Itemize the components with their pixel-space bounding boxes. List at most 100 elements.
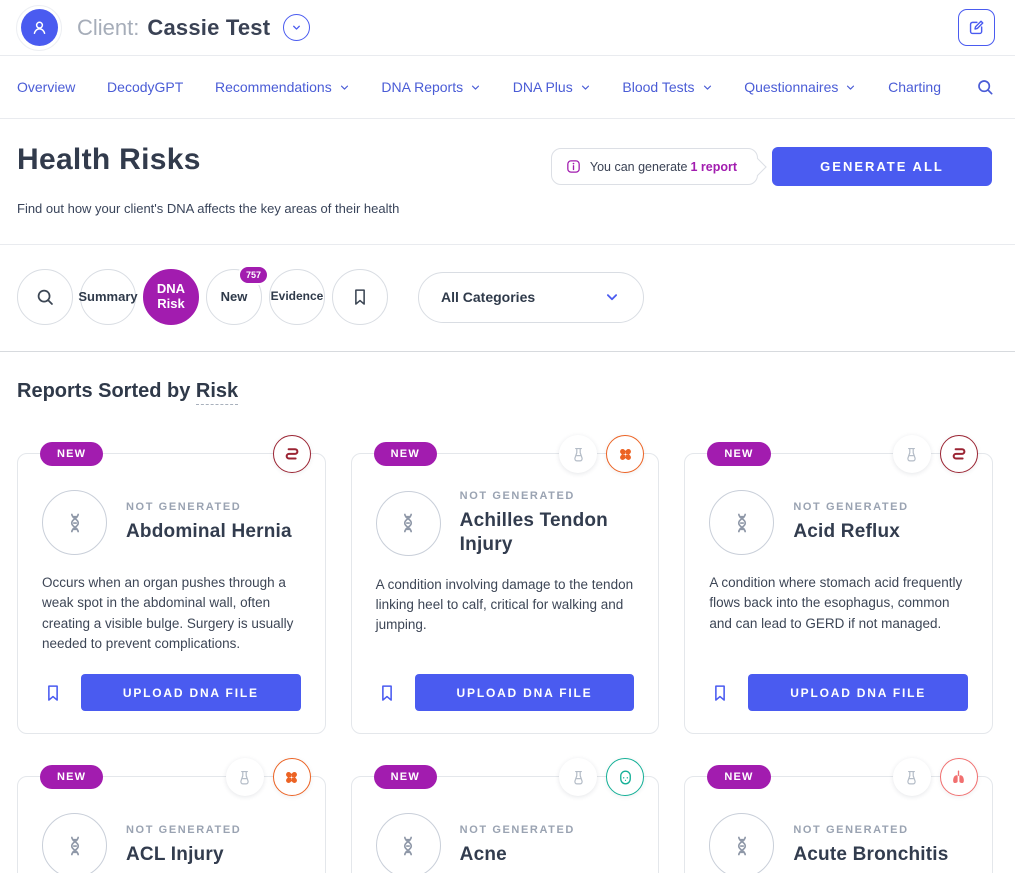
search-icon	[975, 77, 995, 97]
status-badge: NOT GENERATED	[126, 824, 242, 837]
reports-section: Reports Sorted by Risk NEW NOT GENERATED A…	[0, 352, 1015, 873]
search-icon	[34, 286, 56, 308]
card-corner-icons	[892, 435, 978, 473]
nav-item-label: Questionnaires	[744, 79, 839, 95]
main-nav: Overview DecodyGPT Recommendations DNA Repo…	[0, 56, 1015, 119]
generate-hint-text: You can generate 1 report	[589, 159, 737, 174]
dna-icon	[395, 510, 421, 536]
report-thumbnail	[375, 490, 441, 556]
testtube-badge[interactable]	[559, 758, 598, 796]
report-title: ACL Injury	[126, 844, 224, 866]
bookmark-icon	[349, 286, 371, 308]
status-badge: NOT GENERATED	[459, 490, 575, 502]
bookmark-button[interactable]	[376, 682, 398, 704]
nav-item-dna-plus[interactable]: DNA Plus	[513, 79, 591, 95]
nav-item-label: Overview	[17, 79, 76, 95]
category-dropdown[interactable]: All Categories	[418, 271, 644, 323]
card-corner-icons	[225, 758, 311, 796]
report-thumbnail	[42, 490, 107, 555]
nav-search-button[interactable]	[975, 77, 995, 97]
report-card-abdominal-hernia: NEW NOT GENERATED Abdominal Hernia Occurs w…	[17, 435, 326, 734]
testtube-badge[interactable]	[225, 758, 264, 796]
testtube-badge[interactable]	[892, 758, 931, 796]
filter-search-button[interactable]	[17, 269, 73, 325]
page-header: Health Risks Find out how your client's …	[0, 119, 1015, 245]
testtube-icon	[903, 446, 920, 463]
report-description: Occurs when an organ pushes through a we…	[42, 575, 294, 651]
upload-dna-file-button[interactable]: UPLOAD DNA FILE	[81, 674, 301, 711]
gut-icon	[283, 445, 301, 463]
filter-summary[interactable]: Summary	[78, 269, 138, 325]
bookmark-icon	[376, 682, 398, 704]
gut-icon	[950, 445, 968, 463]
report-card-achilles-tendon-injury: NEW NOT GENERATED Achilles Tendon Injury A …	[350, 435, 660, 734]
chevron-down-icon	[339, 82, 350, 93]
report-title: Achilles Tendon Injury	[459, 510, 608, 555]
testtube-badge[interactable]	[559, 435, 598, 473]
new-badge: NEW	[373, 765, 437, 789]
chevron-down-icon	[470, 82, 481, 93]
nav-item-label: DNA Plus	[512, 79, 573, 95]
nav-item-questionnaires[interactable]: Questionnaires	[744, 79, 856, 95]
edit-icon	[967, 18, 986, 37]
testtube-icon	[236, 769, 253, 786]
nav-item-overview[interactable]: Overview	[17, 79, 75, 95]
new-badge: NEW	[707, 765, 771, 789]
category-badge[interactable]	[272, 435, 311, 473]
dna-icon	[729, 833, 755, 859]
report-thumbnail	[709, 490, 775, 555]
nav-item-charting[interactable]: Charting	[888, 79, 941, 95]
bookmark-button[interactable]	[42, 682, 64, 704]
upload-dna-file-button[interactable]: UPLOAD DNA FILE	[414, 674, 635, 711]
chevron-down-icon	[580, 82, 591, 93]
testtube-icon	[570, 446, 587, 463]
status-badge: NOT GENERATED	[459, 824, 575, 837]
sort-by-value[interactable]: Risk	[195, 380, 239, 405]
nav-item-dna-reports[interactable]: DNA Reports	[381, 79, 481, 95]
nav-item-decodygpt[interactable]: DecodyGPT	[107, 79, 183, 95]
testtube-icon	[570, 769, 587, 786]
report-thumbnail	[709, 813, 775, 873]
dna-icon	[395, 833, 421, 859]
upload-dna-file-button[interactable]: UPLOAD DNA FILE	[748, 674, 968, 711]
category-badge[interactable]	[272, 758, 311, 796]
category-dropdown-value: All Categories	[441, 289, 536, 305]
bookmark-icon	[709, 682, 731, 704]
category-badge[interactable]	[606, 435, 645, 473]
report-title: Acid Reflux	[793, 521, 901, 543]
filter-bookmarked-button[interactable]	[332, 269, 388, 325]
filter-dna-risk[interactable]: DNA Risk	[143, 269, 199, 325]
generate-all-button[interactable]: GENERATE ALL	[772, 147, 992, 186]
report-description: A condition where stomach acid frequentl…	[709, 575, 963, 631]
category-badge[interactable]	[939, 435, 978, 473]
new-badge: NEW	[40, 765, 104, 789]
edit-client-button[interactable]	[958, 9, 995, 46]
testtube-badge[interactable]	[892, 435, 931, 473]
nav-item-recommendations[interactable]: Recommendations	[215, 79, 350, 95]
filter-evidence[interactable]: Evidence	[269, 269, 325, 325]
chevron-down-icon	[845, 82, 856, 93]
card-corner-icons	[272, 435, 311, 473]
category-badge[interactable]	[606, 758, 645, 796]
filter-new-wrap: New 757	[206, 265, 269, 325]
report-cards-grid: NEW NOT GENERATED Abdominal Hernia Occurs w…	[17, 435, 993, 873]
page-subtitle: Find out how your client's DNA affects t…	[17, 201, 400, 216]
generate-hint: You can generate 1 report	[550, 148, 758, 185]
filter-bar: Summary DNA Risk New 757 Evidence All Ca…	[0, 245, 1015, 352]
report-title: Abdominal Hernia	[126, 521, 292, 543]
report-description: A condition involving damage to the tend…	[375, 576, 634, 633]
new-badge: NEW	[707, 442, 771, 466]
bookmark-button[interactable]	[709, 682, 731, 704]
nav-item-blood-tests[interactable]: Blood Tests	[622, 79, 712, 95]
client-avatar	[16, 4, 62, 51]
dna-icon	[729, 510, 755, 536]
report-thumbnail	[42, 813, 107, 873]
report-title: Acne	[459, 844, 507, 866]
card-corner-icons	[892, 758, 978, 796]
testtube-icon	[903, 769, 920, 786]
client-switch-dropdown[interactable]	[283, 14, 311, 41]
category-badge[interactable]	[939, 758, 978, 796]
